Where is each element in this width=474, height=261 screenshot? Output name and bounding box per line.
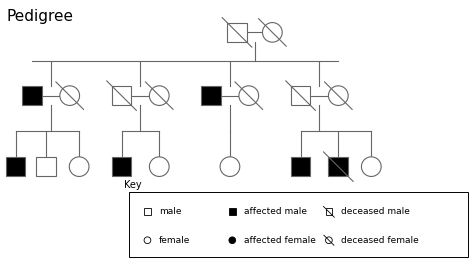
Bar [227, 22, 247, 42]
Bar [36, 157, 56, 176]
Ellipse shape [144, 237, 151, 244]
Bar [112, 157, 131, 176]
Ellipse shape [362, 157, 381, 176]
Bar [326, 209, 332, 215]
Text: Key: Key [124, 180, 142, 190]
Ellipse shape [69, 157, 89, 176]
Ellipse shape [239, 86, 259, 105]
Bar [128, 192, 468, 257]
Text: female: female [159, 236, 191, 245]
Ellipse shape [326, 237, 332, 244]
Text: deceased male: deceased male [341, 207, 410, 216]
Bar [144, 209, 151, 215]
Text: male: male [159, 207, 182, 216]
Bar [112, 86, 131, 105]
Ellipse shape [149, 86, 169, 105]
Ellipse shape [328, 86, 348, 105]
Text: deceased female: deceased female [341, 236, 419, 245]
Bar [201, 86, 221, 105]
Bar [229, 209, 236, 215]
Ellipse shape [60, 86, 80, 105]
Ellipse shape [229, 237, 236, 244]
Ellipse shape [263, 22, 282, 42]
Text: affected female: affected female [244, 236, 316, 245]
Bar [291, 157, 310, 176]
Text: affected male: affected male [244, 207, 307, 216]
Ellipse shape [149, 157, 169, 176]
Text: Pedigree: Pedigree [6, 9, 73, 24]
Bar [6, 157, 26, 176]
Ellipse shape [220, 157, 240, 176]
Bar [328, 157, 348, 176]
Bar [291, 86, 310, 105]
Bar [22, 86, 42, 105]
